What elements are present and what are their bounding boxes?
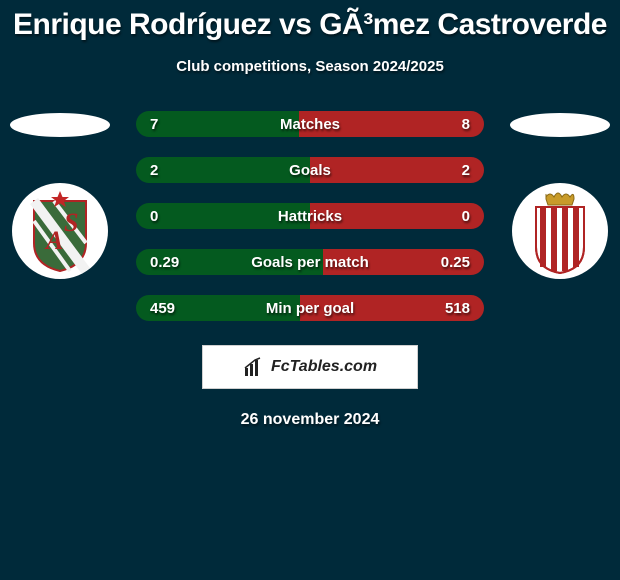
subtitle: Club competitions, Season 2024/2025 — [0, 58, 620, 75]
comparison-content: A S 78Matches 22Goals 00Hattricks 0.290.25G… — [0, 111, 620, 321]
stat-rows: 78Matches 22Goals 00Hattricks 0.290.25Goals… — [136, 111, 484, 321]
stat-row: 78Matches — [136, 111, 484, 137]
svg-text:A: A — [44, 226, 63, 255]
right-ellipse — [510, 113, 610, 137]
crest-left: A S — [12, 183, 108, 279]
svg-text:S: S — [64, 208, 78, 237]
fctables-badge: FcTables.com — [202, 345, 418, 389]
left-ellipse — [10, 113, 110, 137]
stat-row: 0.290.25Goals per match — [136, 249, 484, 275]
stat-row: 00Hattricks — [136, 203, 484, 229]
left-column: A S — [0, 111, 120, 279]
date-text: 26 november 2024 — [0, 411, 620, 429]
stat-label: Goals per match — [136, 249, 484, 275]
stat-row: 459518Min per goal — [136, 295, 484, 321]
crest-left-icon: A S — [16, 187, 104, 275]
stat-row: 22Goals — [136, 157, 484, 183]
brand-text: FcTables.com — [271, 358, 377, 376]
crest-right — [512, 183, 608, 279]
stat-label: Min per goal — [136, 295, 484, 321]
stat-label: Goals — [136, 157, 484, 183]
stat-label: Matches — [136, 111, 484, 137]
chart-icon — [243, 356, 265, 378]
right-column — [500, 111, 620, 279]
page-title: Enrique Rodríguez vs GÃ³mez Castroverde — [0, 0, 620, 42]
crest-right-icon — [516, 187, 604, 275]
stat-label: Hattricks — [136, 203, 484, 229]
